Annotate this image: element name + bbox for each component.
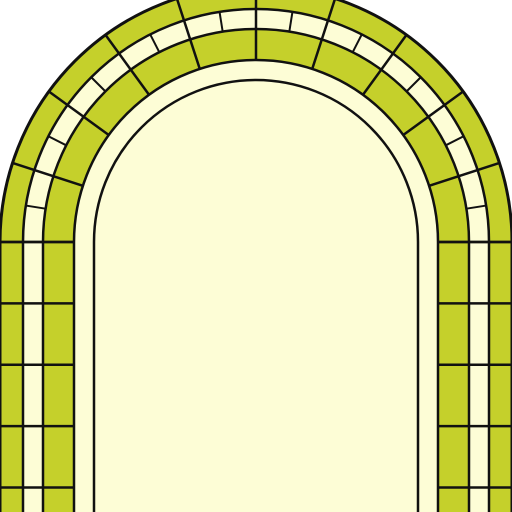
voussoir-joint [25,204,46,210]
arch-outline [92,78,420,512]
arch-outline [21,7,491,512]
arch-joints [0,0,512,489]
voussoir-joint [405,76,422,93]
arch-outline [41,27,471,512]
voussoir-joint [218,11,224,32]
voussoir-joint [311,0,336,70]
voussoir-joint [176,0,201,70]
voussoir-joint [104,34,151,96]
arch-outline [72,58,440,512]
voussoir-joint [90,76,107,93]
voussoir-joint [351,33,363,53]
arch-opening [74,60,438,512]
voussoir-joint [402,90,464,137]
voussoir-joint [12,161,84,187]
arch-interior [74,60,438,512]
voussoir-joint [466,204,487,210]
voussoir-joint [428,161,500,187]
voussoir-joint [361,34,408,96]
voussoir-joint [288,11,294,32]
voussoir-joint [47,135,67,147]
voussoir-joint [48,90,110,137]
voussoir-joint [445,135,465,147]
voussoir-joint [149,33,161,53]
